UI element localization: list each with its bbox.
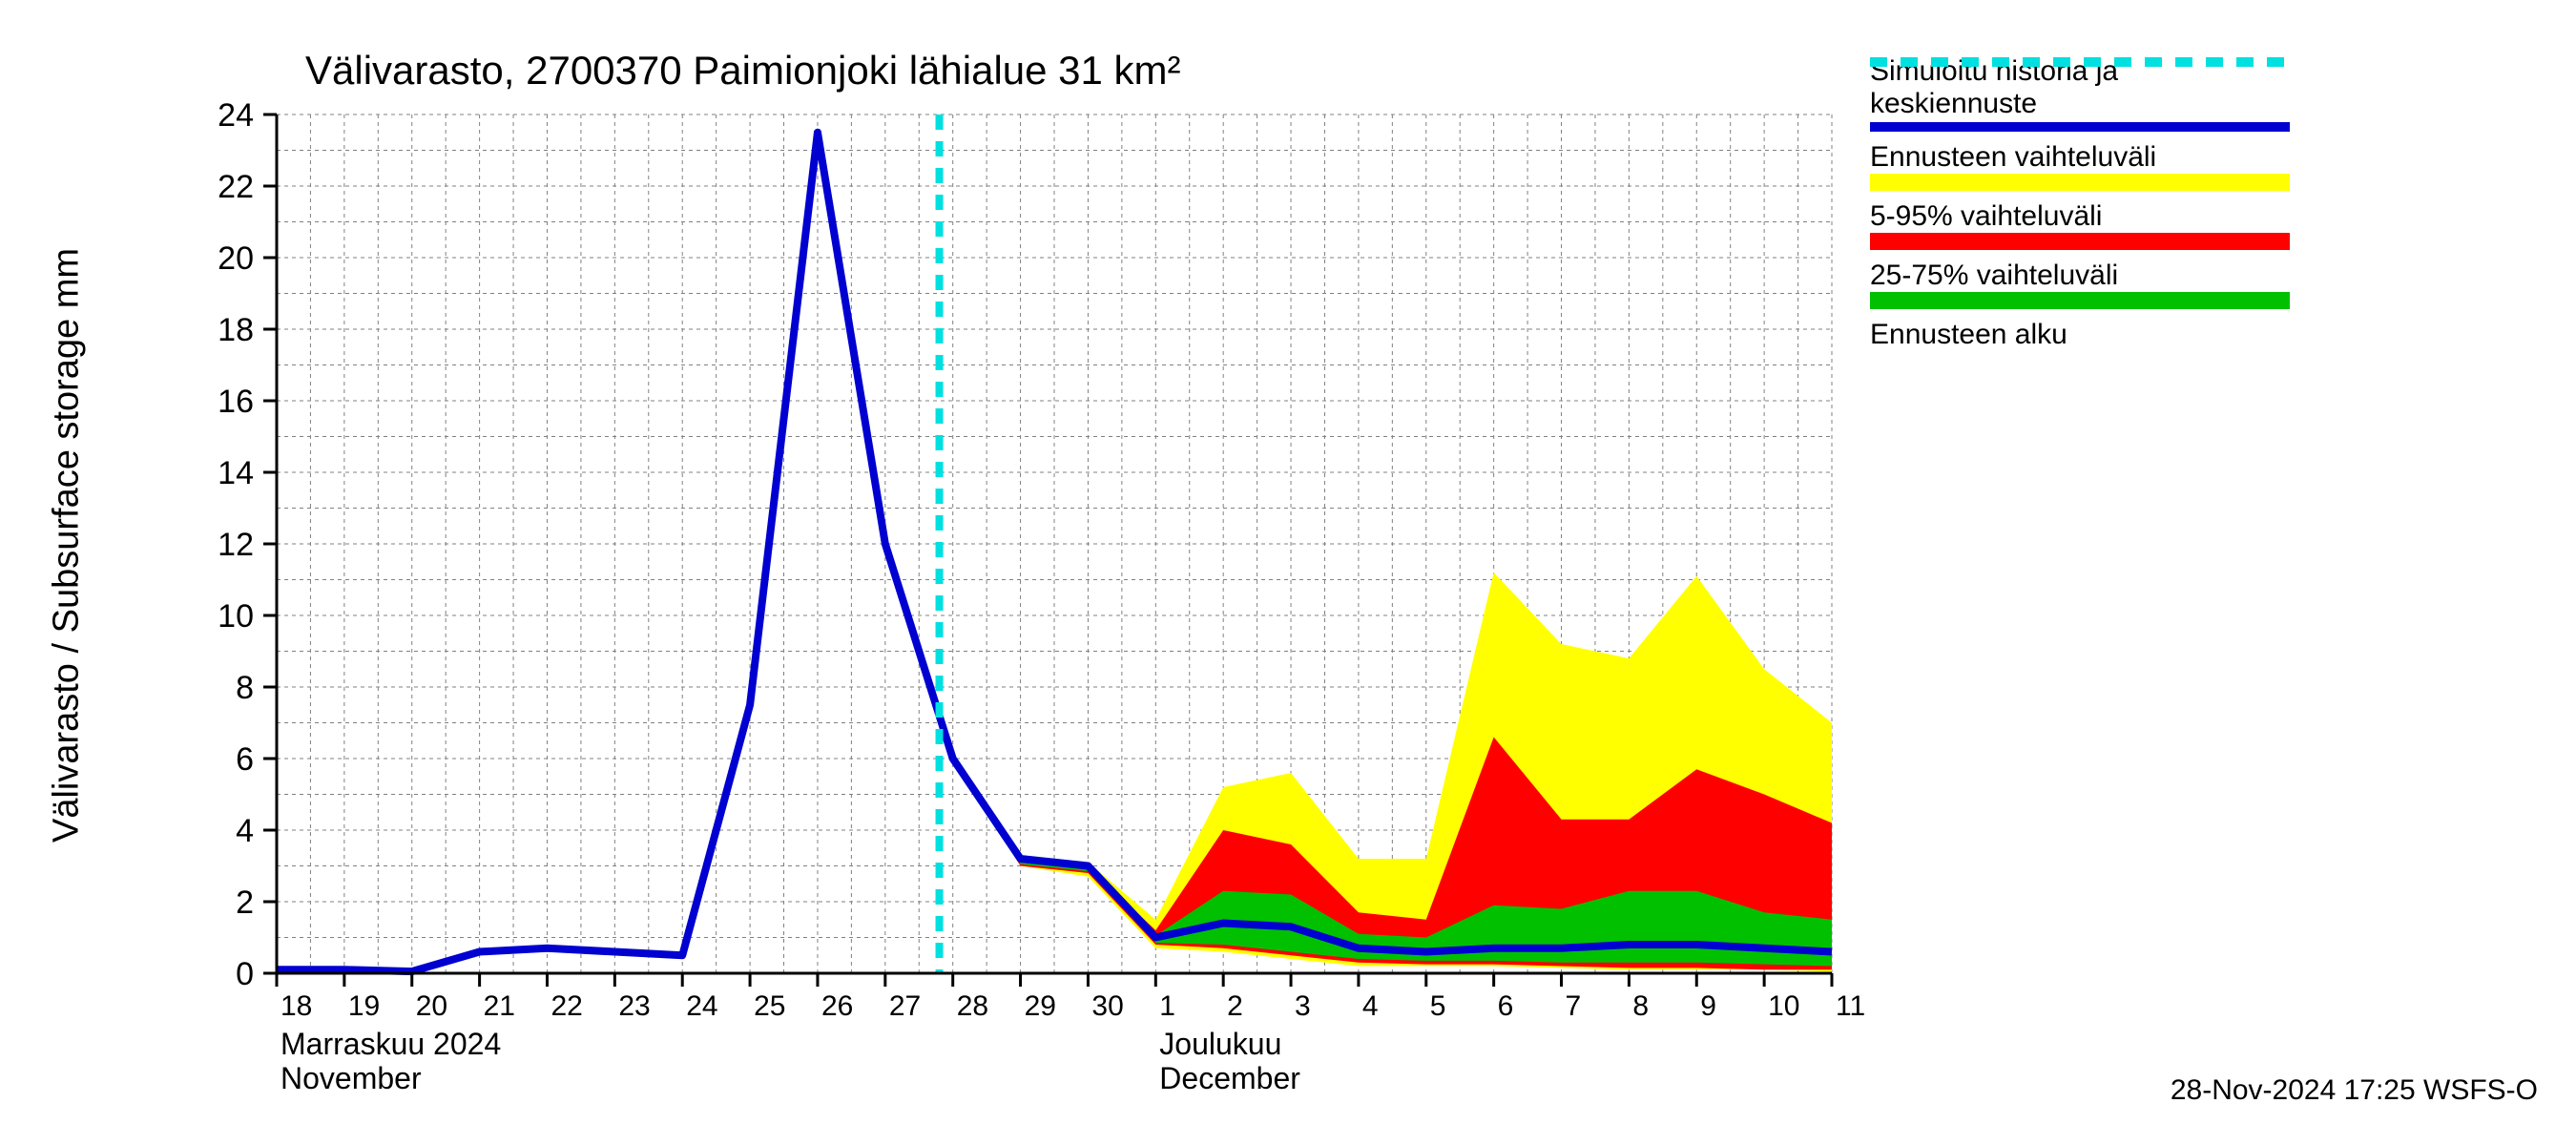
svg-text:6: 6 (1498, 990, 1514, 1022)
svg-text:28: 28 (957, 990, 988, 1022)
legend: Simuloitu historia ja keskiennuste Ennus… (1870, 55, 2290, 353)
svg-text:21: 21 (484, 990, 515, 1022)
svg-text:1: 1 (1159, 990, 1175, 1022)
legend-label: keskiennuste (1870, 88, 2290, 120)
axis-label: December (1159, 1061, 1300, 1096)
svg-text:9: 9 (1700, 990, 1716, 1022)
legend-item-cyan: Ennusteen alku (1870, 319, 2290, 351)
svg-text:24: 24 (218, 97, 254, 134)
svg-text:29: 29 (1025, 990, 1056, 1022)
axis-label: November (280, 1061, 422, 1096)
svg-text:2: 2 (236, 885, 254, 921)
svg-text:6: 6 (236, 741, 254, 778)
svg-text:22: 22 (551, 990, 582, 1022)
svg-text:8: 8 (1632, 990, 1649, 1022)
svg-text:2: 2 (1227, 990, 1243, 1022)
chart-container: Välivarasto, 2700370 Paimionjoki lähialu… (0, 0, 2576, 1145)
svg-text:20: 20 (218, 240, 254, 277)
svg-text:23: 23 (618, 990, 650, 1022)
svg-text:8: 8 (236, 670, 254, 706)
svg-text:18: 18 (280, 990, 312, 1022)
legend-item-green: 25-75% vaihteluväli (1870, 260, 2290, 309)
svg-text:7: 7 (1566, 990, 1582, 1022)
legend-label: 5-95% vaihteluväli (1870, 200, 2290, 233)
legend-item-yellow: Ennusteen vaihteluväli (1870, 141, 2290, 191)
legend-swatch-dash (1870, 55, 2290, 69)
svg-text:10: 10 (1768, 990, 1799, 1022)
svg-text:26: 26 (821, 990, 853, 1022)
svg-text:5: 5 (1430, 990, 1446, 1022)
svg-text:10: 10 (218, 598, 254, 635)
legend-label: 25-75% vaihteluväli (1870, 260, 2290, 292)
axis-label: Joulukuu (1159, 1027, 1281, 1062)
svg-text:4: 4 (1362, 990, 1379, 1022)
svg-text:20: 20 (416, 990, 447, 1022)
legend-label: Ennusteen alku (1870, 319, 2290, 351)
svg-text:27: 27 (889, 990, 921, 1022)
legend-swatch (1870, 292, 2290, 309)
legend-label: Ennusteen vaihteluväli (1870, 141, 2290, 174)
axis-label: Marraskuu 2024 (280, 1027, 501, 1062)
legend-swatch-line (1870, 122, 2290, 132)
svg-text:30: 30 (1091, 990, 1123, 1022)
svg-text:19: 19 (348, 990, 380, 1022)
svg-text:4: 4 (236, 813, 254, 849)
svg-text:3: 3 (1295, 990, 1311, 1022)
svg-text:12: 12 (218, 527, 254, 563)
svg-text:14: 14 (218, 455, 254, 491)
legend-swatch (1870, 233, 2290, 250)
footer-timestamp: 28-Nov-2024 17:25 WSFS-O (2171, 1074, 2538, 1107)
svg-text:16: 16 (218, 384, 254, 420)
svg-text:22: 22 (218, 169, 254, 205)
legend-swatch (1870, 174, 2290, 191)
svg-text:11: 11 (1836, 990, 1865, 1022)
svg-text:18: 18 (218, 312, 254, 348)
svg-text:24: 24 (686, 990, 717, 1022)
svg-text:25: 25 (754, 990, 785, 1022)
svg-text:0: 0 (236, 956, 254, 992)
legend-item-red: 5-95% vaihteluväli (1870, 200, 2290, 250)
